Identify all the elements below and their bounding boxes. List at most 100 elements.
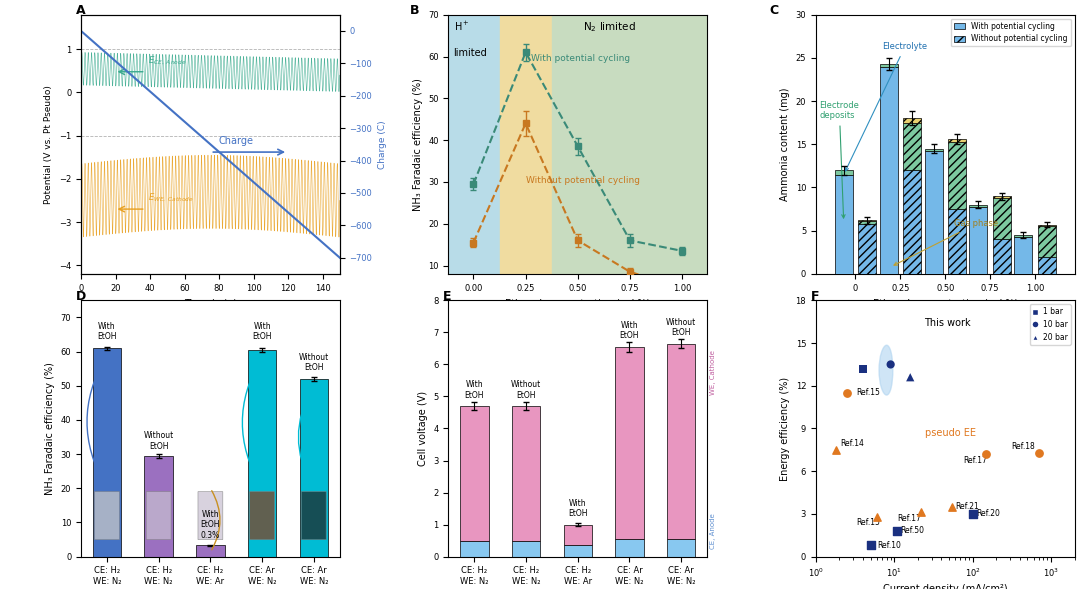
Text: CE, Anode: CE, Anode (710, 513, 716, 549)
Y-axis label: NH₃ Faradaic efficiency (%): NH₃ Faradaic efficiency (%) (45, 362, 55, 495)
Text: Gas phase: Gas phase (894, 219, 998, 265)
Point (854, 364, 872, 373)
Bar (948, 209, 966, 274)
Text: Charge: Charge (219, 136, 254, 146)
Text: Ref.14: Ref.14 (840, 439, 864, 448)
Text: WE, Cathode: WE, Cathode (710, 350, 716, 395)
Legend: 1 bar, 10 bar, 20 bar: 1 bar, 10 bar, 20 bar (1030, 304, 1070, 345)
Bar (879, 64, 897, 67)
Bar (500, 15, 552, 274)
Y-axis label: Energy efficiency (%): Energy efficiency (%) (780, 376, 789, 481)
Point (913, 508, 930, 517)
Text: With
EtOH: With EtOH (253, 322, 272, 342)
Bar (512, 406, 540, 541)
Text: E: E (443, 290, 451, 303)
Text: Ref.50: Ref.50 (901, 527, 924, 535)
Bar (1038, 226, 1056, 257)
Point (964, 509, 982, 519)
Text: Ref.15: Ref.15 (856, 518, 880, 527)
FancyBboxPatch shape (249, 492, 274, 540)
Bar (948, 139, 966, 142)
Bar (1038, 257, 1056, 274)
Bar (564, 525, 592, 545)
Bar (512, 541, 540, 557)
Text: Without
EtOH: Without EtOH (299, 353, 329, 372)
Text: Without
EtOH: Without EtOH (144, 431, 174, 451)
Text: Without
EtOH: Without EtOH (666, 318, 697, 337)
Text: H$^+$: H$^+$ (454, 20, 469, 33)
X-axis label: Current density (mA/cm²): Current density (mA/cm²) (883, 584, 1008, 589)
Text: With
EtOH: With EtOH (97, 322, 117, 342)
Bar (859, 221, 876, 224)
Bar (859, 224, 876, 274)
Text: limited: limited (454, 48, 487, 58)
X-axis label: Ethanol concentration (vol.%): Ethanol concentration (vol.%) (873, 298, 1017, 308)
Text: Electrode
deposits: Electrode deposits (820, 101, 860, 218)
Legend: With potential cycling, Without potential cycling: With potential cycling, Without potentia… (950, 18, 1070, 47)
Ellipse shape (879, 345, 893, 395)
Bar (145, 456, 173, 557)
Text: Without potential cycling: Without potential cycling (526, 176, 640, 185)
Bar (552, 15, 714, 274)
Bar (903, 170, 921, 274)
Point (827, 445, 845, 455)
Bar (879, 67, 897, 274)
Text: A: A (76, 4, 85, 17)
Point (868, 512, 886, 521)
Bar (835, 170, 853, 174)
Bar (993, 196, 1011, 198)
Text: Ref.20: Ref.20 (976, 509, 1000, 518)
FancyBboxPatch shape (146, 492, 171, 540)
Bar (667, 343, 696, 539)
Point (838, 388, 855, 398)
Point (1030, 448, 1048, 458)
Bar (299, 379, 328, 557)
Text: N$_2$ limited: N$_2$ limited (583, 20, 636, 34)
Text: Ref.17: Ref.17 (963, 455, 987, 465)
Text: F: F (811, 290, 819, 303)
FancyBboxPatch shape (95, 492, 120, 540)
Y-axis label: NH₃ Faradaic efficiency (%): NH₃ Faradaic efficiency (%) (413, 78, 422, 211)
Text: Ref.18: Ref.18 (1012, 442, 1036, 451)
Point (902, 373, 919, 382)
Text: Electrolyte: Electrolyte (846, 42, 928, 171)
Y-axis label: Potential (V vs. Pt Pseudo): Potential (V vs. Pt Pseudo) (44, 85, 53, 204)
Text: Without
EtOH: Without EtOH (511, 380, 541, 400)
Bar (970, 207, 987, 274)
Bar (859, 220, 876, 221)
Bar (924, 148, 943, 151)
X-axis label: Ethanol concentration (vol.%): Ethanol concentration (vol.%) (505, 298, 650, 308)
Bar (1014, 237, 1032, 274)
Point (977, 449, 995, 459)
Text: With potential cycling: With potential cycling (531, 54, 631, 64)
Bar (616, 539, 644, 557)
Text: With
EtOH
0.3%: With EtOH 0.3% (201, 509, 220, 540)
Bar (460, 541, 488, 557)
Text: With
EtOH: With EtOH (620, 321, 639, 340)
Bar (247, 350, 276, 557)
Text: pseudo EE: pseudo EE (924, 428, 975, 438)
Bar (903, 118, 921, 123)
Bar (616, 347, 644, 539)
Bar (1038, 224, 1056, 226)
Text: Ref.10: Ref.10 (877, 541, 901, 550)
Point (889, 527, 906, 536)
Bar (564, 545, 592, 557)
Text: D: D (76, 290, 86, 303)
Text: C: C (769, 4, 779, 17)
Bar (442, 15, 500, 274)
Text: This work: This work (924, 318, 971, 328)
Text: $E_{CE,\ Anode}$: $E_{CE,\ Anode}$ (148, 54, 187, 67)
FancyBboxPatch shape (198, 492, 222, 540)
Bar (970, 205, 987, 207)
Bar (667, 539, 696, 557)
Text: Ref.21: Ref.21 (956, 502, 980, 511)
Bar (993, 198, 1011, 239)
Bar (460, 406, 488, 541)
FancyBboxPatch shape (301, 492, 326, 540)
Point (862, 541, 879, 550)
Bar (993, 239, 1011, 274)
Y-axis label: Charge (C): Charge (C) (378, 120, 387, 168)
Text: $E_{WE,\ Cathode}$: $E_{WE,\ Cathode}$ (148, 191, 194, 204)
Text: Ref.15: Ref.15 (856, 388, 880, 398)
